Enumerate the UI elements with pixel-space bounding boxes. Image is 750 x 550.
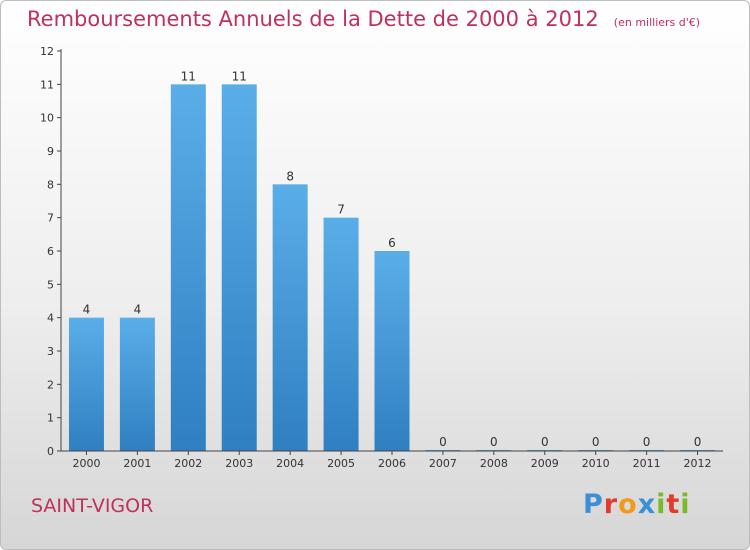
x-tick-label: 2010 xyxy=(582,457,610,470)
logo-letter: t xyxy=(666,489,681,520)
value-label-2002: 11 xyxy=(181,69,196,83)
x-tick-label: 2008 xyxy=(480,457,508,470)
bar-2001 xyxy=(119,317,155,451)
value-label-2006: 6 xyxy=(388,236,396,250)
y-tick-label: 9 xyxy=(47,145,54,158)
logo-letter: i xyxy=(656,489,667,520)
logo-letter: r xyxy=(603,489,619,520)
y-tick-label: 3 xyxy=(47,345,54,358)
y-tick-label: 11 xyxy=(40,78,54,91)
x-tick-label: 2004 xyxy=(276,457,304,470)
bar-2005 xyxy=(323,217,359,451)
chart-subtitle: (en milliers d'€) xyxy=(613,16,701,29)
y-tick-label: 8 xyxy=(47,178,54,191)
x-tick-label: 2000 xyxy=(72,457,100,470)
proxiti-logo[interactable]: Proxiti xyxy=(583,489,691,520)
y-tick-label: 7 xyxy=(47,212,54,225)
value-label-2007: 0 xyxy=(439,435,447,449)
logo-letter: P xyxy=(583,489,604,520)
title-row: Remboursements Annuels de la Dette de 20… xyxy=(27,7,700,31)
bar-2003 xyxy=(221,84,257,451)
x-tick-label: 2005 xyxy=(327,457,355,470)
bar-2000 xyxy=(68,317,104,451)
value-label-2001: 4 xyxy=(134,303,142,317)
value-label-2011: 0 xyxy=(643,435,651,449)
bar-2004 xyxy=(272,184,308,452)
value-label-2008: 0 xyxy=(490,435,498,449)
x-tick-label: 2001 xyxy=(123,457,151,470)
x-tick-label: 2007 xyxy=(429,457,457,470)
value-label-2012: 0 xyxy=(694,435,702,449)
x-tick-label: 2006 xyxy=(378,457,406,470)
x-tick-label: 2002 xyxy=(174,457,202,470)
logo-letter: x xyxy=(637,489,657,520)
x-tick-label: 2003 xyxy=(225,457,253,470)
bar-2002 xyxy=(170,84,206,451)
value-label-2005: 7 xyxy=(337,203,345,217)
value-label-2010: 0 xyxy=(592,435,600,449)
logo-letter: i xyxy=(680,489,691,520)
logo-letter: o xyxy=(618,489,638,520)
value-label-2009: 0 xyxy=(541,435,549,449)
commune-name: SAINT-VIGOR xyxy=(31,495,154,517)
value-label-2000: 4 xyxy=(83,303,91,317)
y-tick-label: 4 xyxy=(47,312,54,325)
chart-title: Remboursements Annuels de la Dette de 20… xyxy=(27,7,599,31)
x-tick-label: 2012 xyxy=(684,457,712,470)
y-tick-label: 10 xyxy=(40,112,54,125)
y-tick-label: 5 xyxy=(47,278,54,291)
y-tick-label: 1 xyxy=(47,412,54,425)
x-tick-label: 2011 xyxy=(633,457,661,470)
y-tick-label: 0 xyxy=(47,445,54,458)
bar-2006 xyxy=(374,251,410,451)
y-tick-label: 2 xyxy=(47,378,54,391)
value-label-2003: 11 xyxy=(232,69,247,83)
y-tick-label: 12 xyxy=(40,45,54,58)
x-tick-label: 2009 xyxy=(531,457,559,470)
value-label-2004: 8 xyxy=(286,169,294,183)
y-tick-label: 6 xyxy=(47,245,54,258)
